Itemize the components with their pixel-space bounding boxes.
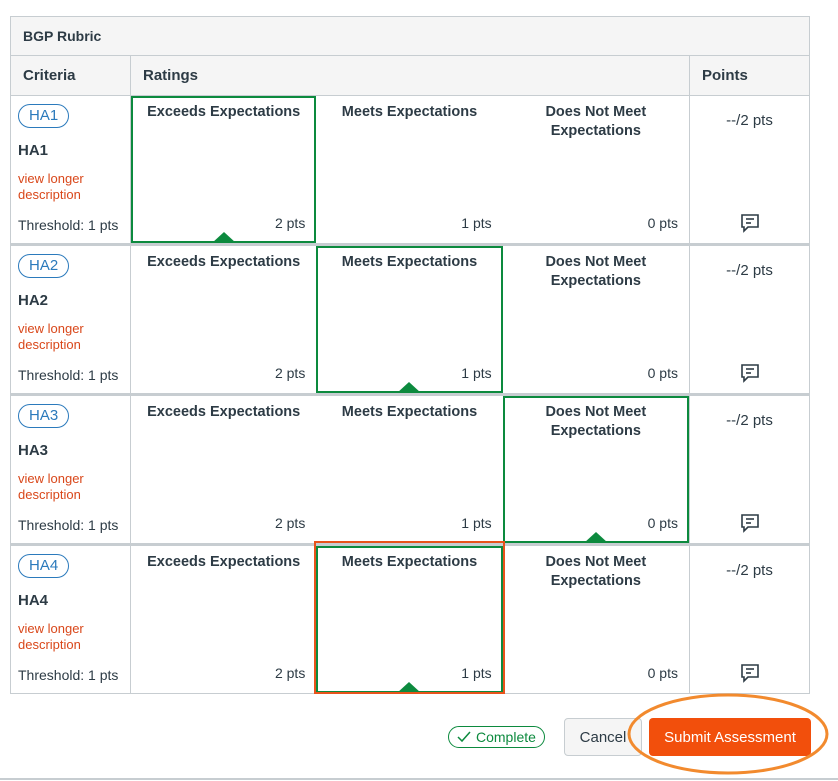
rating-title: Exceeds Expectations — [147, 104, 301, 120]
outcome-tag[interactable]: HA1 — [18, 104, 70, 128]
rating-title: Exceeds Expectations — [147, 254, 301, 270]
criterion-cell: HA1 HA1 view longer description Threshol… — [11, 96, 131, 243]
rating-title: Does Not Meet Expectations — [545, 404, 647, 439]
comment-icon[interactable] — [740, 513, 760, 533]
rubric-title: BGP Rubric — [11, 17, 809, 56]
outcome-tag[interactable]: HA4 — [18, 554, 70, 578]
criterion-cell: HA2 HA2 view longer description Threshol… — [11, 246, 131, 393]
rating-points: 0 pts — [647, 365, 678, 381]
rating-does-not-meet[interactable]: Does Not Meet Expectations 0 pts — [503, 546, 689, 693]
outcome-tag[interactable]: HA3 — [18, 404, 70, 428]
rating-points: 2 pts — [274, 515, 306, 531]
criterion-row: HA1 HA1 view longer description Threshol… — [11, 96, 809, 246]
rating-title: Meets Expectations — [341, 254, 478, 270]
comment-icon[interactable] — [740, 663, 760, 683]
rating-points: 0 pts — [647, 515, 678, 531]
points-value: --/2 pts — [726, 562, 773, 579]
points-value: --/2 pts — [726, 262, 773, 279]
criterion-name: HA2 — [18, 292, 49, 309]
view-longer-description-link[interactable]: view longer description — [18, 321, 84, 352]
selected-indicator — [583, 532, 608, 543]
submit-assessment-button[interactable]: Submit Assessment — [649, 718, 811, 756]
rubric-table: BGP Rubric Criteria Ratings Points HA1 H… — [10, 16, 810, 694]
rating-points: 0 pts — [647, 215, 678, 231]
points-cell: --/2 pts — [690, 96, 809, 243]
ratings-group: Exceeds Expectations 2 pts Meets Expecta… — [131, 246, 690, 393]
selected-indicator — [211, 232, 236, 243]
rating-points: 0 pts — [647, 665, 678, 681]
rating-meets[interactable]: Meets Expectations 1 pts — [316, 396, 502, 543]
view-longer-description-link[interactable]: view longer description — [18, 171, 84, 202]
rating-points: 1 pts — [461, 665, 492, 681]
rating-title: Meets Expectations — [341, 104, 478, 120]
complete-label: Complete — [476, 729, 536, 745]
rating-points: 1 pts — [461, 515, 492, 531]
ratings-group: Exceeds Expectations 2 pts Meets Expecta… — [131, 96, 690, 243]
criterion-cell: HA4 HA4 view longer description Threshol… — [11, 546, 131, 693]
rating-title: Meets Expectations — [341, 554, 478, 570]
footer-divider — [0, 778, 838, 780]
rating-title: Does Not Meet Expectations — [545, 104, 647, 139]
criterion-threshold: Threshold: 1 pts — [18, 667, 119, 683]
rating-points: 2 pts — [274, 665, 306, 681]
rating-points: 2 pts — [274, 215, 306, 231]
criterion-row: HA4 HA4 view longer description Threshol… — [11, 546, 809, 693]
header-criteria: Criteria — [11, 56, 131, 95]
comment-icon[interactable] — [740, 363, 760, 383]
header-points: Points — [702, 67, 748, 84]
rating-points: 1 pts — [461, 365, 492, 381]
rating-title: Meets Expectations — [341, 404, 478, 420]
points-cell: --/2 pts — [690, 546, 809, 693]
rating-points: 1 pts — [461, 215, 492, 231]
rating-exceeds[interactable]: Exceeds Expectations 2 pts — [131, 396, 316, 543]
rating-exceeds[interactable]: Exceeds Expectations 2 pts — [131, 96, 317, 243]
complete-badge: Complete — [448, 726, 545, 748]
rating-meets[interactable]: Meets Expectations 1 pts — [316, 546, 503, 693]
rating-title: Exceeds Expectations — [147, 404, 301, 420]
points-cell: --/2 pts — [690, 396, 809, 543]
outcome-tag[interactable]: HA2 — [18, 254, 70, 278]
criterion-row: HA3 HA3 view longer description Threshol… — [11, 396, 809, 546]
view-longer-description-link[interactable]: view longer description — [18, 621, 84, 652]
rating-meets[interactable]: Meets Expectations 1 pts — [316, 246, 503, 393]
points-value: --/2 pts — [726, 112, 773, 129]
criterion-threshold: Threshold: 1 pts — [18, 367, 119, 383]
rating-title: Does Not Meet Expectations — [545, 554, 647, 589]
rating-title: Does Not Meet Expectations — [545, 254, 647, 289]
header-ratings: Ratings — [131, 56, 690, 95]
rating-does-not-meet[interactable]: Does Not Meet Expectations 0 pts — [503, 246, 689, 393]
cancel-button[interactable]: Cancel — [564, 718, 642, 756]
check-icon — [457, 731, 471, 743]
criterion-cell: HA3 HA3 view longer description Threshol… — [11, 396, 131, 543]
comment-icon[interactable] — [740, 213, 760, 233]
points-value: --/2 pts — [726, 412, 773, 429]
criterion-name: HA1 — [18, 142, 49, 159]
view-longer-description-link[interactable]: view longer description — [18, 471, 84, 502]
rating-title: Exceeds Expectations — [147, 554, 301, 570]
rating-does-not-meet[interactable]: Does Not Meet Expectations 0 pts — [503, 96, 689, 243]
criterion-name: HA4 — [18, 592, 49, 609]
rating-exceeds[interactable]: Exceeds Expectations 2 pts — [131, 546, 316, 693]
criterion-row: HA2 HA2 view longer description Threshol… — [11, 246, 809, 396]
criterion-threshold: Threshold: 1 pts — [18, 217, 119, 233]
selected-indicator — [397, 682, 422, 693]
criterion-name: HA3 — [18, 442, 49, 459]
rating-does-not-meet[interactable]: Does Not Meet Expectations 0 pts — [502, 396, 689, 543]
rating-meets[interactable]: Meets Expectations 1 pts — [316, 96, 502, 243]
ratings-group: Exceeds Expectations 2 pts Meets Expecta… — [131, 546, 690, 693]
rating-points: 2 pts — [274, 365, 306, 381]
selected-indicator — [397, 382, 422, 393]
ratings-group: Exceeds Expectations 2 pts Meets Expecta… — [131, 396, 690, 543]
criterion-threshold: Threshold: 1 pts — [18, 517, 119, 533]
rubric-header-row: Criteria Ratings Points — [11, 56, 809, 96]
rating-exceeds[interactable]: Exceeds Expectations 2 pts — [131, 246, 316, 393]
points-cell: --/2 pts — [690, 246, 809, 393]
